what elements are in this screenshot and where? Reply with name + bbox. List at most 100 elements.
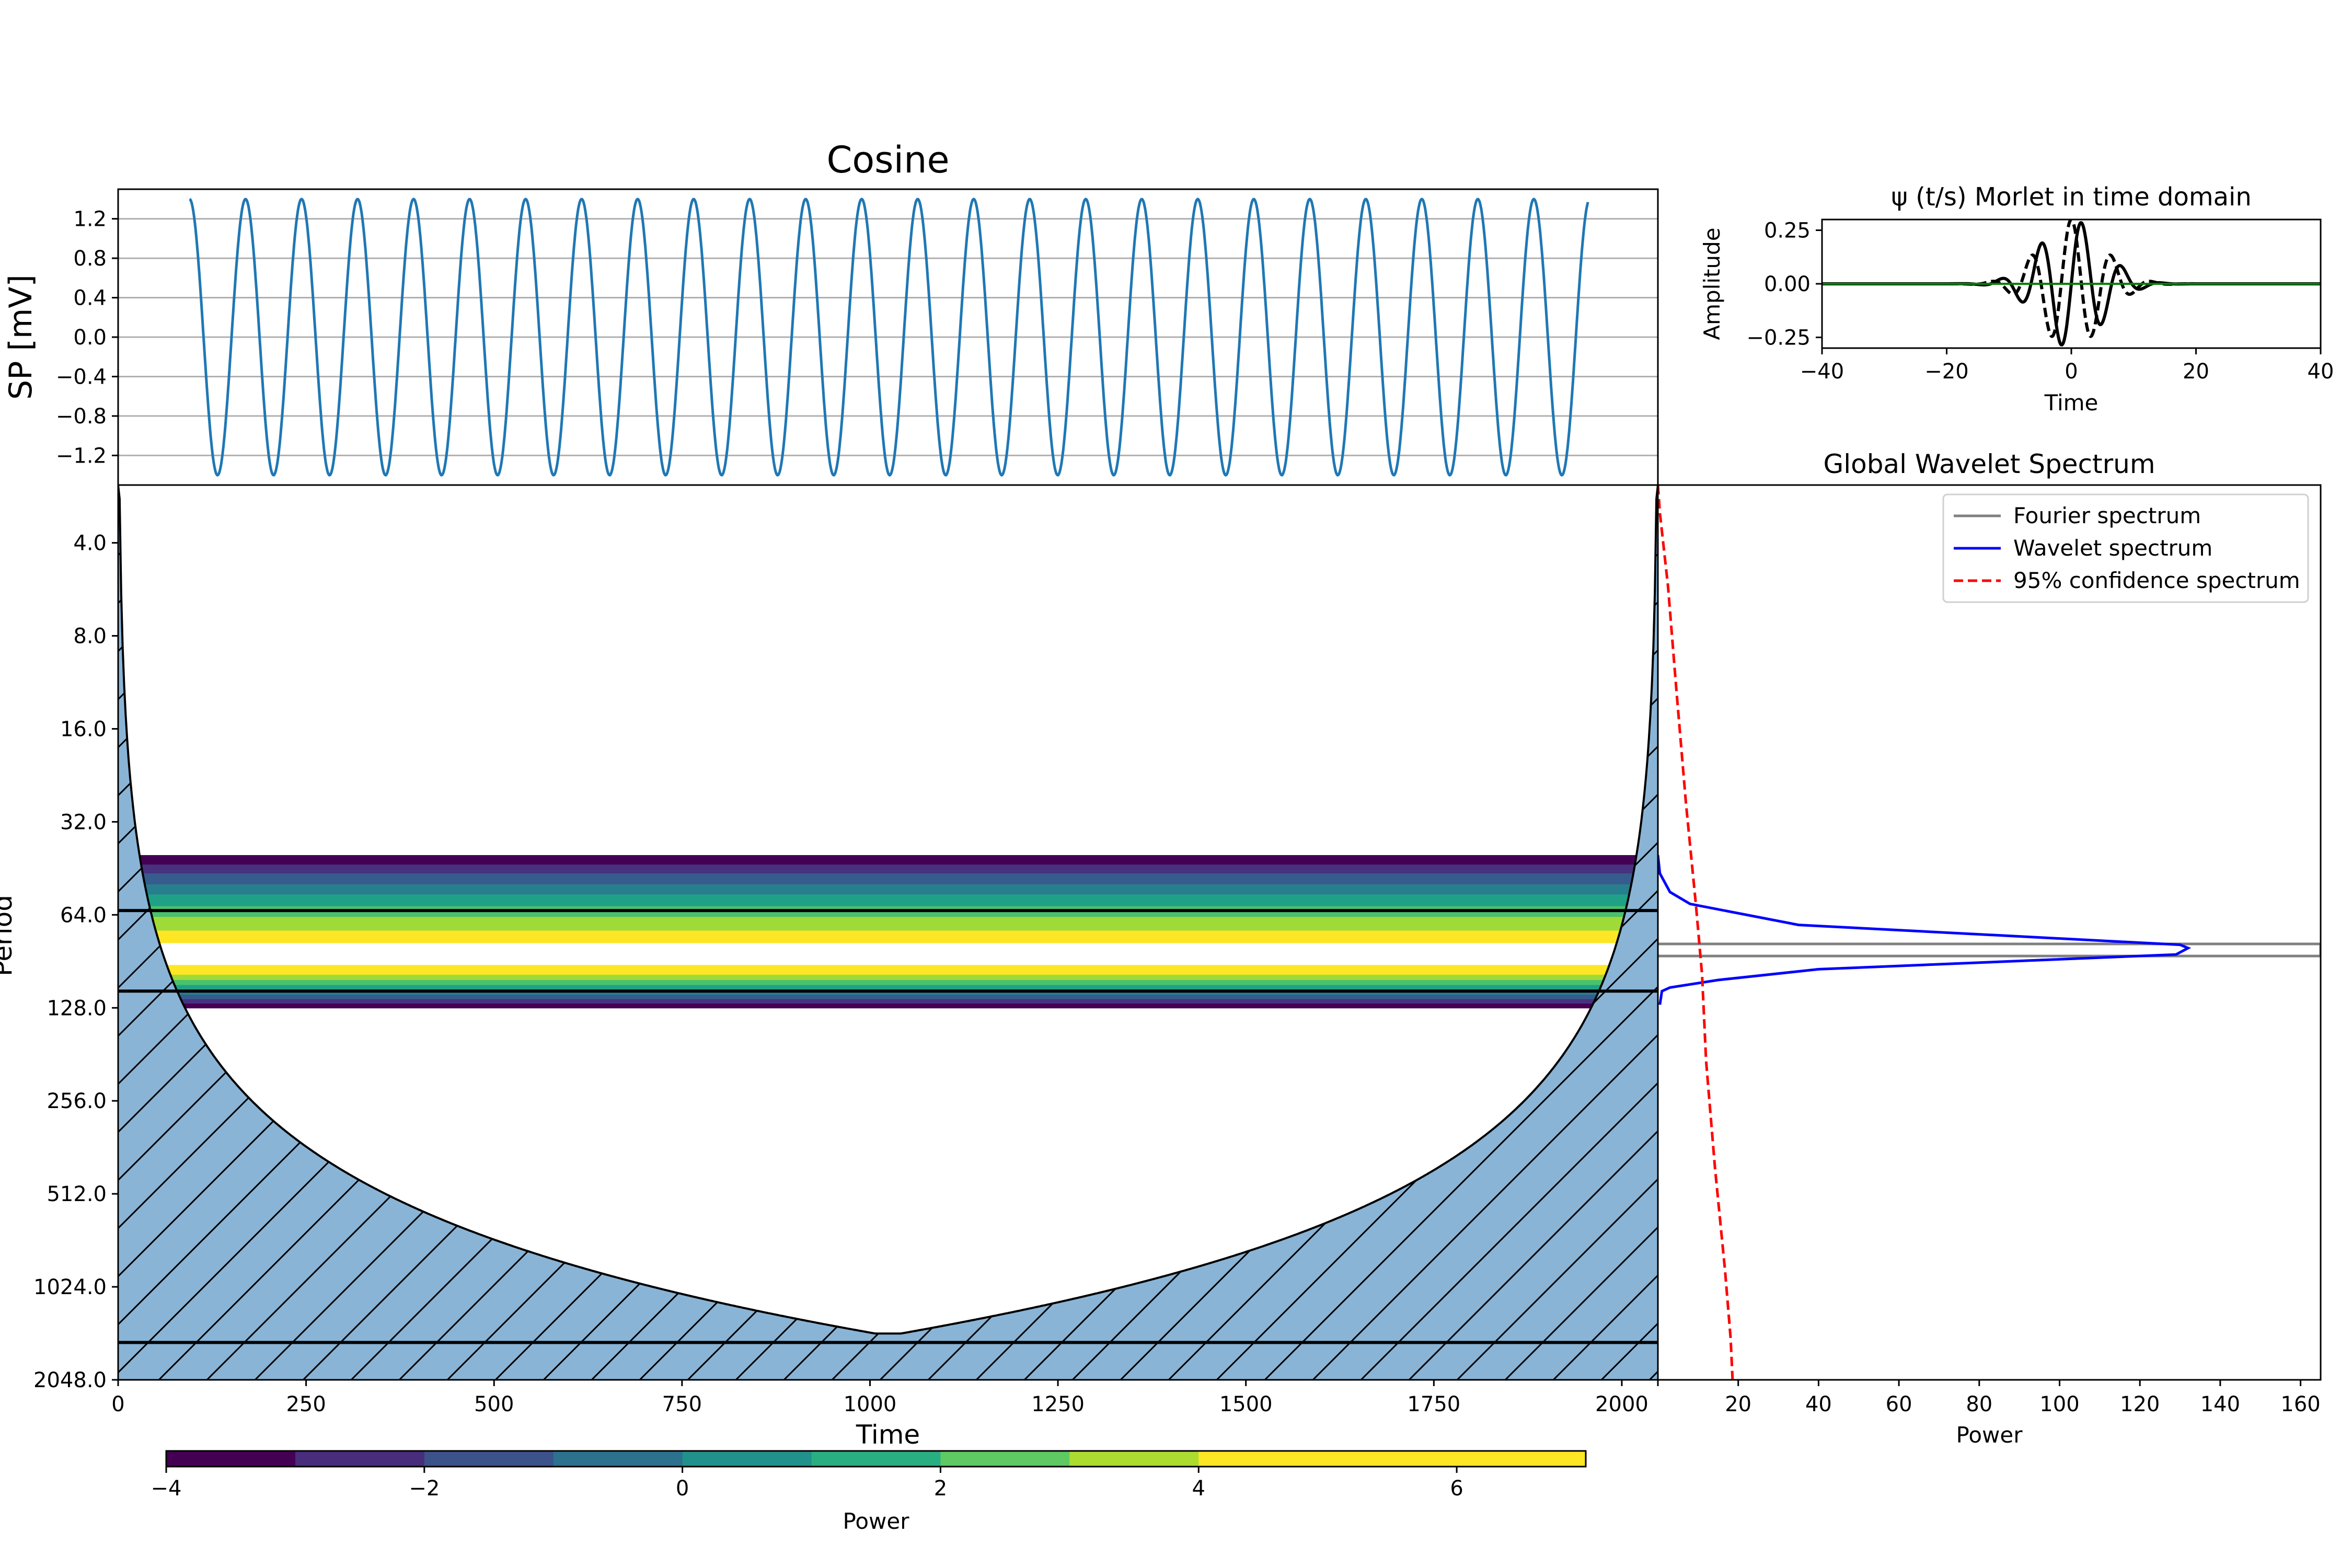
power-y-tick-label: 512.0 [47, 1182, 107, 1206]
global-x-tick-label: 20 [1725, 1392, 1751, 1416]
global-x-tick-label: 160 [2280, 1392, 2320, 1416]
power-band [118, 864, 1658, 874]
power-y-tick-label: 32.0 [60, 810, 107, 834]
global-x-tick-label: 80 [1966, 1392, 1992, 1416]
wavelet-y-tick-label: 0.00 [1764, 272, 1811, 296]
signal-y-tick-label: 0.8 [73, 247, 107, 271]
power-band [118, 1004, 1658, 1009]
colorbar-segment [1069, 1451, 1200, 1467]
signal-title: Cosine [826, 139, 949, 181]
global-series-2 [1658, 485, 1734, 1380]
colorbar [165, 1450, 1587, 1468]
power-x-tick-label: 1000 [844, 1392, 897, 1416]
power-x-tick-label: 2000 [1595, 1392, 1648, 1416]
global-x-axis: 20 40 60 80 100 120 140 160 [1657, 1380, 2321, 1416]
wavelet-x-tick-label: 40 [2308, 360, 2334, 384]
wavelet-x-tick-label: −40 [1800, 360, 1844, 384]
power-y-tick-label: 64.0 [60, 903, 107, 927]
power-band [118, 979, 1658, 986]
power-x-tick-label: 0 [111, 1392, 124, 1416]
wavelet-y-tick-label: −0.25 [1746, 326, 1811, 350]
power-band [118, 855, 1658, 866]
power-band [118, 985, 1658, 990]
wavelet-x-axis: −40 −20 0 20 40 [1800, 348, 2334, 384]
power-band [118, 884, 1658, 895]
colorbar-segment [295, 1451, 425, 1467]
signal-y-axis: 1.2 0.8 0.4 0.0 −0.4 −0.8 −1.2 [56, 207, 118, 468]
global-title: Global Wavelet Spectrum [1823, 449, 2155, 479]
signal-y-tick-label: −1.2 [56, 444, 107, 468]
colorbar-tick-label: −2 [409, 1477, 440, 1501]
colorbar-segment [682, 1451, 812, 1467]
wavelet-x-tick-label: 20 [2183, 360, 2209, 384]
signal-y-tick-label: 1.2 [73, 207, 107, 232]
significance-contours [118, 909, 1658, 1344]
power-x-label: Time [856, 1420, 920, 1450]
wavelet-title: ψ (t/s) Morlet in time domain [1891, 182, 2252, 212]
wavelet-x-tick-label: −20 [1924, 360, 1968, 384]
colorbar-tick-label: −4 [151, 1477, 182, 1501]
power-band [118, 999, 1658, 1005]
power-y-tick-label: 4.0 [73, 532, 107, 556]
power-x-tick-label: 750 [662, 1392, 702, 1416]
global-legend: Fourier spectrum Wavelet spectrum 95% co… [1942, 493, 2309, 603]
global-x-tick-label: 100 [2039, 1392, 2079, 1416]
power-band [118, 943, 1658, 966]
wavelet-x-tick-label: 0 [2065, 360, 2078, 384]
signal-y-tick-label: −0.4 [56, 365, 107, 389]
colorbar-segment [940, 1451, 1070, 1467]
wavelet-plot [1822, 220, 2320, 347]
global-x-tick-label: 60 [1886, 1392, 1912, 1416]
power-y-tick-label: 256.0 [47, 1089, 107, 1113]
colorbar-segment [811, 1451, 941, 1467]
colorbar-segment [166, 1451, 296, 1467]
global-x-tick-label: 120 [2120, 1392, 2160, 1416]
global-axes-frame [1657, 484, 2322, 1381]
power-x-tick-label: 1750 [1407, 1392, 1460, 1416]
power-y-tick-label: 1024.0 [33, 1275, 107, 1299]
power-band [118, 917, 1658, 931]
wavelet-y-axis: 0.25 0.00 −0.25 [1746, 219, 1822, 350]
global-x-tick-label: 40 [1805, 1392, 1832, 1416]
colorbar-segment [1198, 1451, 1329, 1467]
colorbar-frame [165, 1450, 1587, 1468]
colorbar-segment [1328, 1451, 1458, 1467]
signal-y-tick-label: 0.0 [73, 326, 107, 350]
colorbar-tick-label: 0 [676, 1477, 689, 1501]
global-series-0 [1658, 942, 2321, 958]
cone-of-influence-hatch [118, 485, 1658, 1380]
legend-box [1942, 493, 2309, 603]
colorbar-ticks: −4 −2 0 2 4 6 [151, 1467, 1463, 1501]
power-band [118, 894, 1658, 907]
power-band [118, 974, 1658, 981]
power-x-tick-label: 1250 [1031, 1392, 1085, 1416]
legend-fourier-label: Fourier spectrum [2013, 503, 2201, 528]
power-y-label: Period [0, 895, 18, 976]
power-bands [118, 855, 1658, 1009]
colorbar-segment [424, 1451, 554, 1467]
global-x-tick-label: 140 [2200, 1392, 2240, 1416]
signal-y-tick-label: 0.4 [73, 286, 107, 310]
global-series-1 [1658, 855, 2192, 1005]
colorbar-segment [553, 1451, 683, 1467]
power-y-tick-label: 8.0 [73, 625, 107, 649]
power-x-tick-label: 500 [474, 1392, 514, 1416]
power-y-tick-label: 16.0 [60, 717, 107, 741]
power-x-axis: 0 250 500 750 1000 1250 1500 1750 2000 [111, 1380, 1648, 1416]
colorbar-label: Power [843, 1508, 910, 1534]
power-x-tick-label: 250 [286, 1392, 326, 1416]
wavelet-x-label: Time [2044, 390, 2099, 416]
power-band [118, 965, 1658, 975]
wavelet-y-label: Amplitude [1699, 227, 1725, 340]
colorbar-tick-label: 6 [1450, 1477, 1463, 1501]
signal-y-tick-label: −0.8 [56, 405, 107, 429]
legend-wavelet-label: Wavelet spectrum [2013, 535, 2212, 561]
colorbar-tick-label: 2 [934, 1477, 947, 1501]
power-y-axis: 4.0 8.0 16.0 32.0 64.0 128.0 256.0 512.0 1024.0 2… [33, 532, 118, 1392]
signal-y-label: SP [mV] [3, 274, 39, 400]
global-x-label: Power [1956, 1422, 2023, 1448]
cone-of-influence-line [118, 485, 1658, 1335]
colorbar-tick-label: 4 [1192, 1477, 1205, 1501]
colorbar-segment [1457, 1451, 1586, 1467]
power-band [118, 994, 1658, 1000]
